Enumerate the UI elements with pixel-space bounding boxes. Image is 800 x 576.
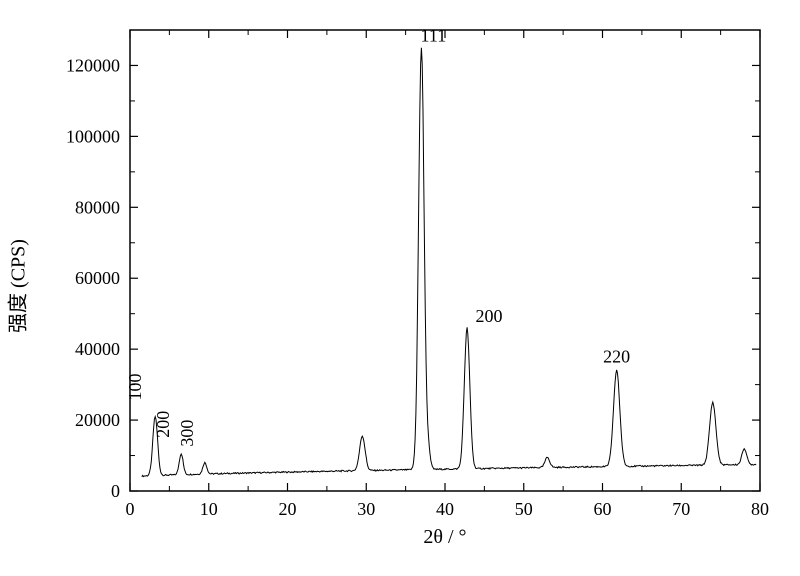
y-tick-label: 60000 bbox=[75, 268, 120, 288]
xrd-trace bbox=[142, 48, 756, 477]
x-tick-label: 20 bbox=[279, 499, 297, 519]
x-tick-label: 40 bbox=[436, 499, 454, 519]
peak-label: 200 bbox=[476, 306, 503, 326]
y-tick-label: 100000 bbox=[66, 126, 120, 146]
xrd-chart: 强度 (CPS) 0 10 20 30 40 50 60 70 80 0 20000 40000 600… bbox=[0, 0, 800, 571]
x-tick-label: 50 bbox=[515, 499, 533, 519]
axis-frame bbox=[130, 30, 760, 491]
x-tick-label: 30 bbox=[357, 499, 375, 519]
x-tick-label: 70 bbox=[672, 499, 690, 519]
y-tick-label: 40000 bbox=[75, 339, 120, 359]
peak-label: 111 bbox=[421, 26, 447, 46]
x-tick-label: 0 bbox=[126, 499, 135, 519]
x-tick-label: 10 bbox=[200, 499, 218, 519]
x-tick-label: 60 bbox=[594, 499, 612, 519]
peak-label: 220 bbox=[603, 346, 630, 366]
y-axis-label-text: 强度 (CPS) bbox=[8, 239, 30, 333]
x-axis-label: 2θ / ° bbox=[423, 526, 466, 548]
y-axis-label: 强度 (CPS) bbox=[2, 239, 31, 333]
peak-label: 100 bbox=[125, 374, 145, 401]
y-tick-label: 80000 bbox=[75, 197, 120, 217]
y-tick-label: 20000 bbox=[75, 410, 120, 430]
peak-label: 200 bbox=[153, 411, 173, 438]
y-tick-label: 0 bbox=[111, 481, 120, 501]
x-tick-label: 80 bbox=[751, 499, 769, 519]
peak-label: 300 bbox=[177, 420, 197, 447]
y-tick-label: 120000 bbox=[66, 55, 120, 75]
chart-svg: 0 10 20 30 40 50 60 70 80 0 20000 40000 60000 80000 10… bbox=[0, 0, 800, 571]
